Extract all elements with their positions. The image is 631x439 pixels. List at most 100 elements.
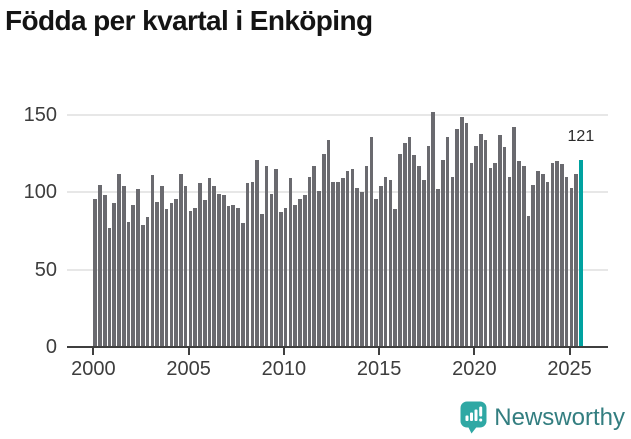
bar (279, 212, 283, 347)
bar (450, 176, 455, 347)
x-tick-label: 2015 (356, 358, 402, 380)
bar (241, 223, 245, 347)
bar (141, 224, 145, 347)
highlighted-bar (579, 159, 583, 347)
bar (212, 186, 217, 347)
bar (331, 181, 336, 347)
x-axis-tick (187, 348, 190, 355)
bar (345, 170, 350, 347)
bar (488, 167, 493, 347)
bar (217, 193, 221, 347)
x-axis-line (67, 346, 608, 348)
bar (102, 195, 107, 347)
bar (526, 215, 531, 347)
bar (221, 195, 226, 347)
bar (193, 207, 197, 347)
bar (302, 195, 307, 347)
bar (183, 186, 188, 347)
bar (307, 176, 312, 347)
highlight-value-label: 121 (567, 128, 595, 145)
bar (264, 166, 269, 347)
bar (98, 184, 102, 347)
bar (360, 192, 364, 347)
x-axis-tick (568, 348, 571, 355)
bar (540, 173, 545, 347)
bar (417, 166, 421, 347)
x-tick-label: 2010 (261, 358, 307, 380)
bar (412, 155, 417, 347)
bar (455, 128, 459, 347)
bar (169, 203, 174, 347)
bar (293, 204, 297, 347)
bar (550, 162, 555, 347)
bar (388, 179, 393, 347)
bar (436, 189, 440, 347)
bar (402, 142, 407, 347)
y-tick-label: 50 (34, 258, 57, 281)
bar (136, 189, 140, 347)
bar (512, 127, 517, 347)
bar (441, 159, 445, 347)
newsworthy-speech-bubble-chart-icon (460, 401, 487, 434)
bar (498, 135, 502, 347)
bar (464, 122, 469, 347)
bar (145, 217, 150, 347)
bar (374, 198, 378, 347)
bar (574, 173, 578, 347)
gridline (67, 113, 608, 116)
bar (502, 147, 507, 347)
bar (341, 178, 345, 347)
bar (469, 162, 474, 347)
x-tick-label: 2000 (71, 358, 116, 380)
bar (207, 178, 212, 347)
bar (107, 227, 112, 347)
bar (555, 161, 559, 347)
bar (393, 209, 397, 347)
x-axis-tick (378, 348, 381, 355)
bar (121, 186, 126, 347)
chart-title: Födda per kvartal i Enköping (5, 5, 373, 36)
bar (379, 186, 383, 347)
bar (164, 209, 169, 347)
x-axis-tick (473, 348, 476, 355)
bar (260, 213, 264, 347)
bar (202, 200, 207, 347)
x-axis-tick (92, 348, 95, 355)
bar (312, 166, 317, 347)
bar (112, 203, 117, 347)
bar (317, 190, 321, 347)
bar (231, 204, 236, 347)
bar (226, 206, 231, 347)
bar (483, 139, 488, 347)
bar (274, 169, 278, 347)
bar (126, 221, 131, 347)
bar (269, 193, 274, 347)
y-tick-label: 100 (23, 181, 57, 204)
bar (355, 187, 359, 347)
bar (517, 161, 521, 347)
bar (507, 176, 512, 347)
bar (298, 198, 302, 347)
bar (255, 159, 259, 347)
bar (188, 210, 193, 347)
bar (326, 139, 331, 347)
bar (369, 136, 374, 347)
bar (445, 136, 450, 347)
bar (431, 111, 436, 347)
bar (236, 207, 240, 347)
bar (93, 198, 97, 347)
x-tick-label: 2005 (166, 358, 211, 380)
y-tick-label: 150 (23, 103, 57, 126)
bar (521, 166, 526, 347)
x-tick-label: 2025 (547, 358, 592, 380)
bar (536, 170, 540, 347)
bar (383, 176, 388, 347)
bar (493, 162, 497, 347)
bar (364, 166, 369, 347)
bar (174, 198, 178, 347)
bar (336, 181, 340, 347)
bar (407, 136, 412, 347)
bar (564, 176, 569, 347)
